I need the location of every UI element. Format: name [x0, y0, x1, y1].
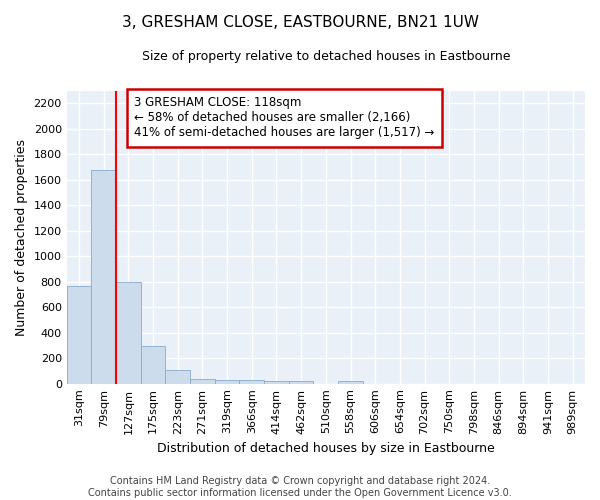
Bar	[264, 381, 289, 384]
Text: Contains HM Land Registry data © Crown copyright and database right 2024.
Contai: Contains HM Land Registry data © Crown c…	[88, 476, 512, 498]
Bar	[190, 378, 215, 384]
X-axis label: Distribution of detached houses by size in Eastbourne: Distribution of detached houses by size …	[157, 442, 495, 455]
Bar	[116, 282, 141, 384]
Y-axis label: Number of detached properties: Number of detached properties	[15, 138, 28, 336]
Bar	[338, 381, 363, 384]
Title: Size of property relative to detached houses in Eastbourne: Size of property relative to detached ho…	[142, 50, 510, 63]
Bar	[67, 286, 91, 384]
Text: 3, GRESHAM CLOSE, EASTBOURNE, BN21 1UW: 3, GRESHAM CLOSE, EASTBOURNE, BN21 1UW	[121, 15, 479, 30]
Text: 3 GRESHAM CLOSE: 118sqm
← 58% of detached houses are smaller (2,166)
41% of semi: 3 GRESHAM CLOSE: 118sqm ← 58% of detache…	[134, 96, 434, 140]
Bar	[91, 170, 116, 384]
Bar	[215, 380, 239, 384]
Bar	[166, 370, 190, 384]
Bar	[289, 381, 313, 384]
Bar	[239, 380, 264, 384]
Bar	[141, 346, 166, 384]
